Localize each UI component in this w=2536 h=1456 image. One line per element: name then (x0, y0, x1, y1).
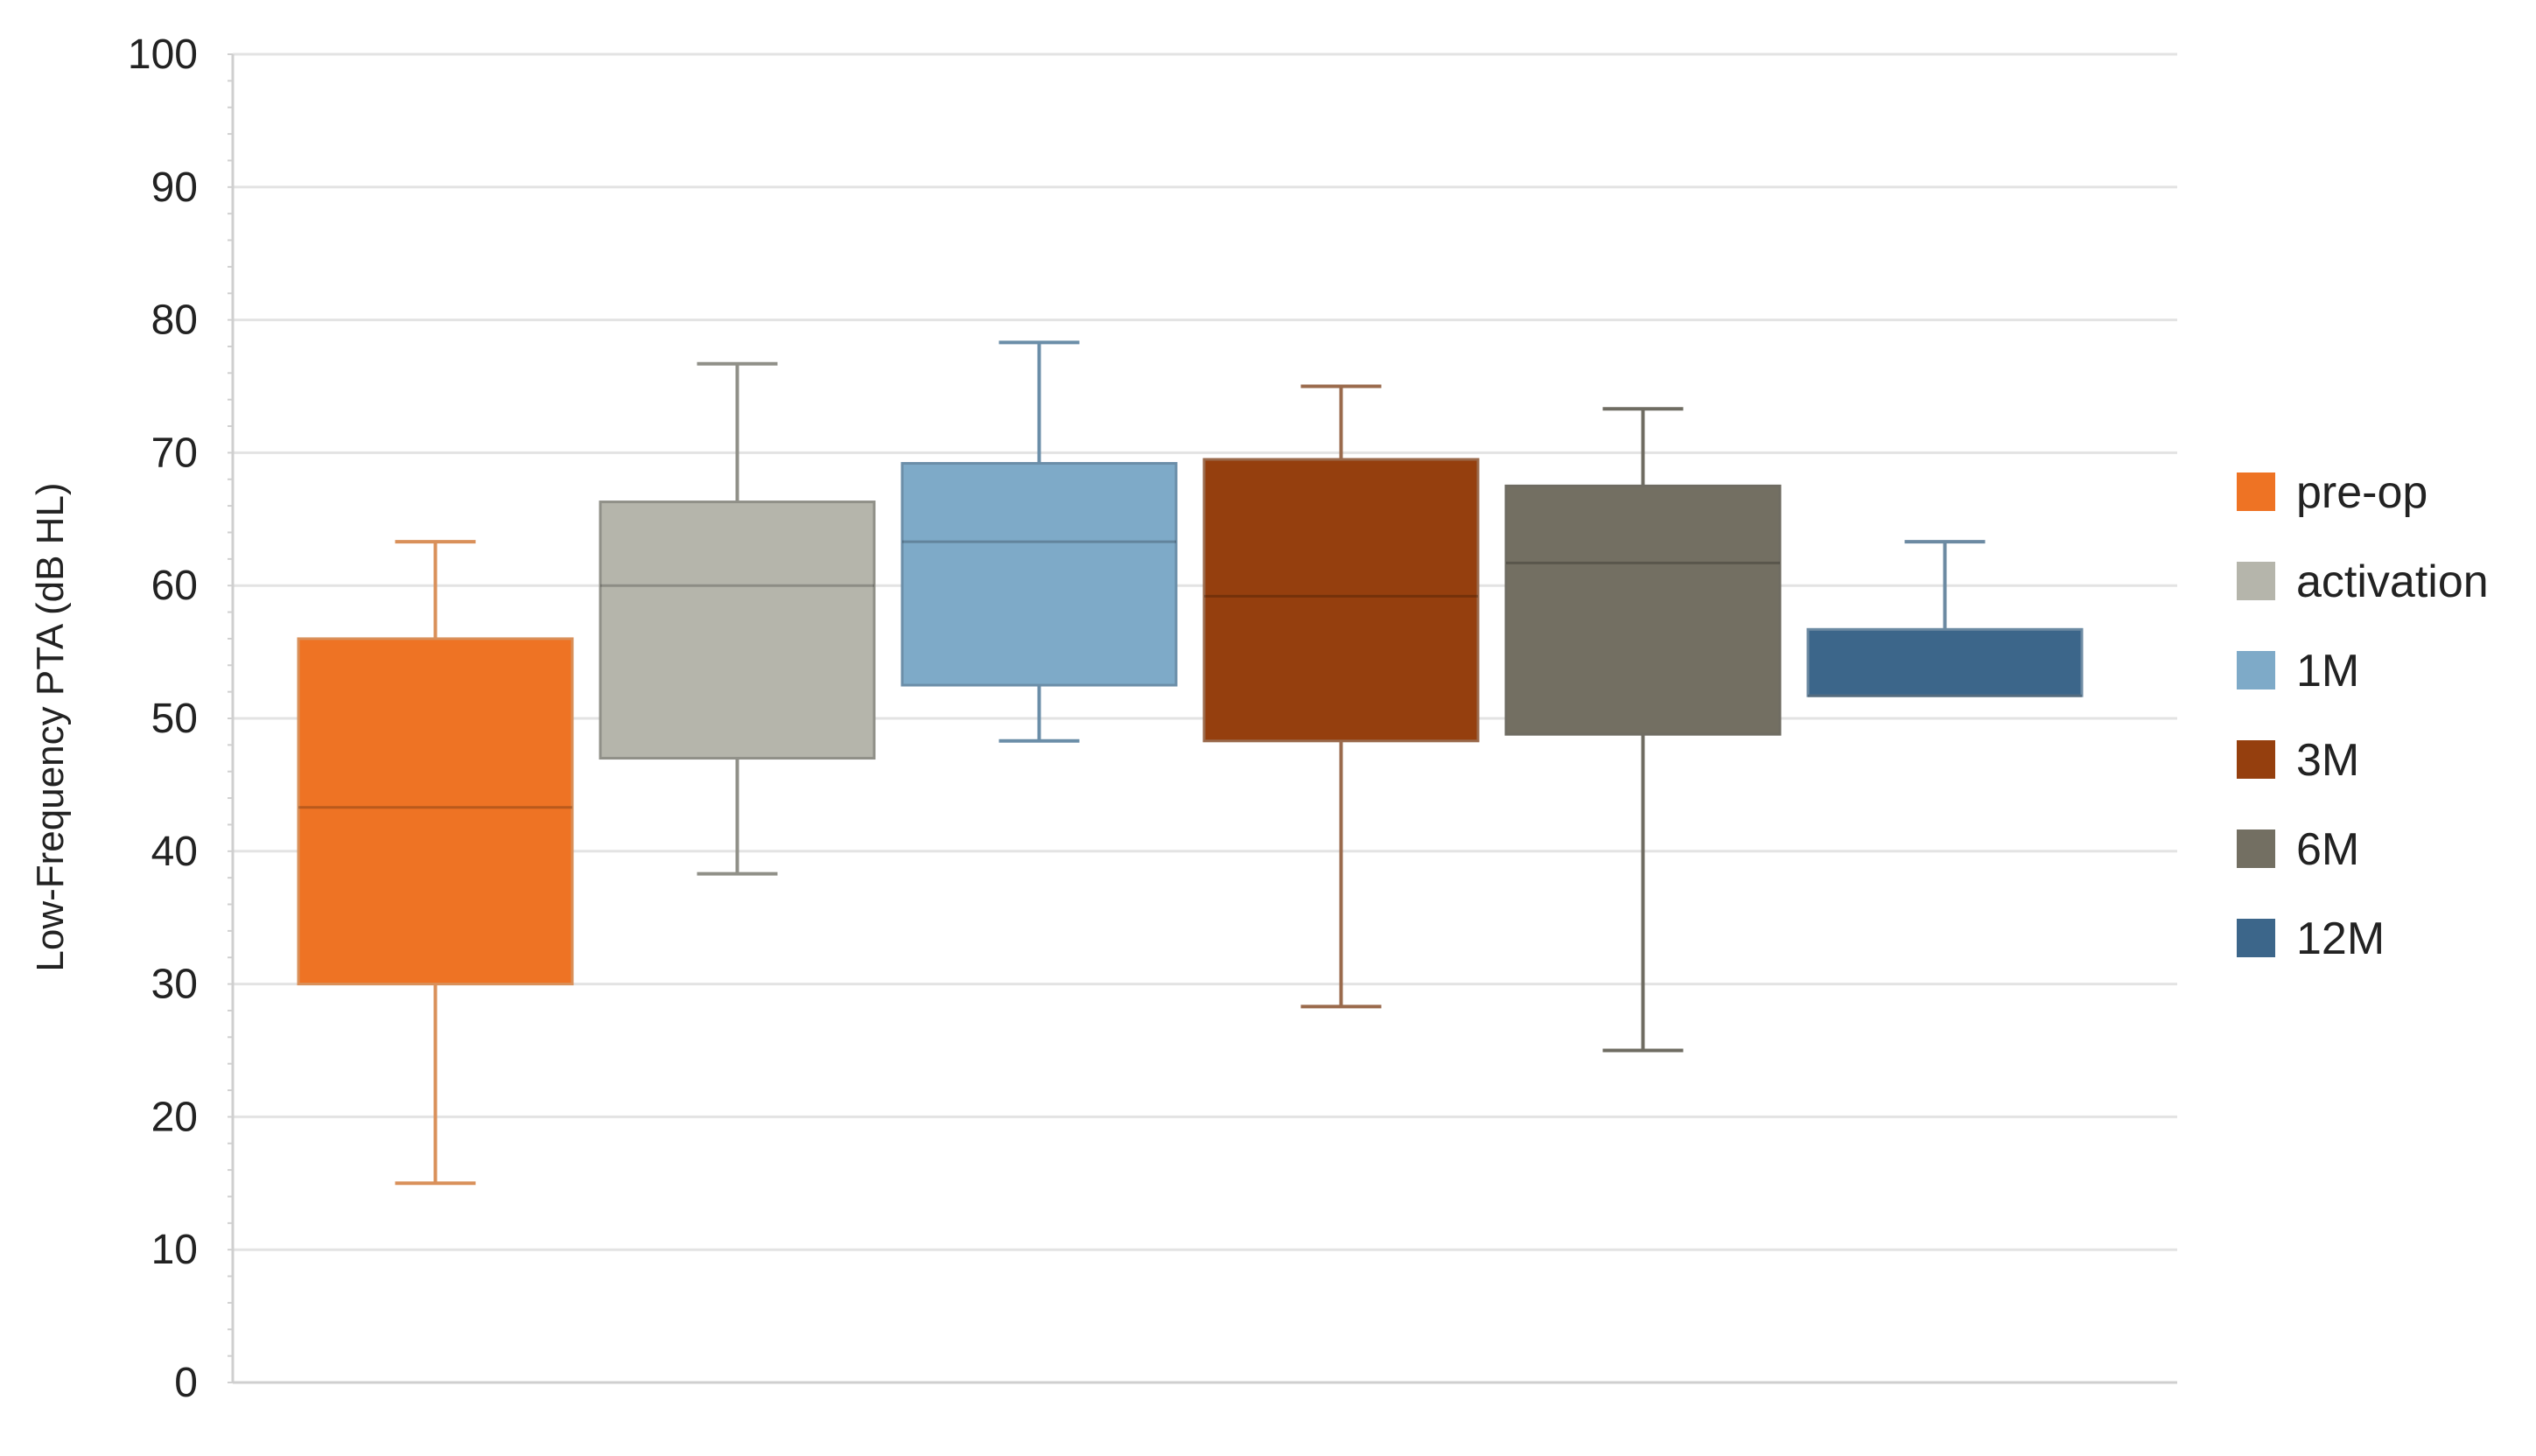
y-axis-title: Low-Frequency PTA (dB HL) (29, 482, 72, 971)
legend-item-activation: activation (2237, 556, 2489, 607)
y-tick-label-40: 40 (151, 829, 198, 875)
legend-swatch (2237, 830, 2275, 868)
legend: pre-op activation 1M 3M 6M 12M (2237, 467, 2489, 964)
box-iqr (297, 637, 574, 986)
y-tick-label-100: 100 (128, 32, 198, 78)
legend-item-3M: 3M (2237, 735, 2359, 786)
box-iqr (1202, 458, 1480, 743)
legend-label: 1M (2296, 646, 2359, 696)
y-axis-ticks: 0 10 20 30 40 50 60 70 80 90 100 (128, 32, 198, 1406)
y-tick-label-90: 90 (151, 164, 198, 211)
boxes (297, 340, 2084, 1186)
box-iqr (1806, 627, 2084, 697)
legend-label: activation (2296, 556, 2489, 607)
box-iqr (1504, 484, 1782, 736)
y-tick-label-10: 10 (151, 1227, 198, 1273)
legend-item-1M: 1M (2237, 646, 2359, 696)
y-tick-label-60: 60 (151, 563, 198, 609)
legend-item-pre-op: pre-op (2237, 467, 2427, 518)
legend-swatch (2237, 651, 2275, 690)
legend-item-12M: 12M (2237, 914, 2385, 964)
y-tick-label-20: 20 (151, 1094, 198, 1140)
y-tick-label-50: 50 (151, 696, 198, 742)
box-pre-op (297, 540, 574, 1186)
y-tick-label-70: 70 (151, 430, 198, 476)
legend-swatch (2237, 472, 2275, 511)
axes (228, 53, 2177, 1384)
y-tick-label-0: 0 (174, 1360, 198, 1406)
legend-swatch (2237, 740, 2275, 779)
box-12M (1806, 540, 2084, 697)
legend-label: 6M (2296, 824, 2359, 875)
legend-label: 12M (2296, 914, 2385, 964)
box-iqr (599, 500, 876, 760)
box-1M (900, 340, 1178, 743)
box-6M (1504, 407, 1782, 1053)
y-tick-label-80: 80 (151, 298, 198, 344)
legend-item-6M: 6M (2237, 824, 2359, 875)
legend-label: 3M (2296, 735, 2359, 786)
legend-label: pre-op (2296, 467, 2427, 518)
box-activation (599, 361, 876, 876)
box-3M (1202, 384, 1480, 1009)
y-tick-label-30: 30 (151, 962, 198, 1008)
legend-swatch (2237, 562, 2275, 600)
box-iqr (900, 462, 1178, 687)
legend-swatch (2237, 919, 2275, 957)
